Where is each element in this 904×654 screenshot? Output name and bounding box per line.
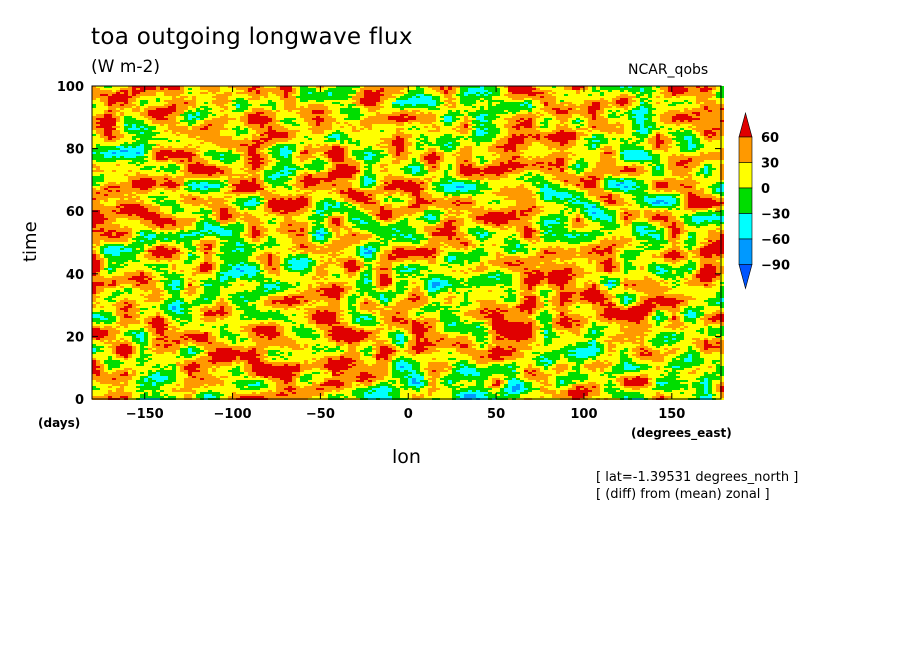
x-tick-label: −50 bbox=[306, 407, 335, 422]
plot-frame bbox=[91, 85, 722, 400]
x-tick-label: 50 bbox=[487, 407, 505, 422]
x-axis-units: (degrees_east) bbox=[631, 426, 732, 440]
colorbar: 60 30 0 −30 −60 −90 bbox=[738, 111, 790, 290]
colorbar-level-label: −30 bbox=[761, 208, 790, 223]
y-axis-units: (days) bbox=[38, 416, 80, 430]
hovmoller-field bbox=[92, 86, 724, 400]
colorbar-level-label: 30 bbox=[761, 157, 779, 172]
dataset-label: NCAR_qobs bbox=[628, 62, 708, 78]
colorbar-level-label: −60 bbox=[761, 233, 790, 248]
x-tick-label: 100 bbox=[570, 407, 597, 422]
colorbar-band bbox=[738, 238, 753, 265]
annotation-latitude: [ lat=-1.39531 degrees_north ] bbox=[596, 470, 798, 485]
y-tick-label: 80 bbox=[66, 143, 84, 158]
y-tick-label: 100 bbox=[57, 80, 84, 95]
annotation-diff: [ (diff) from (mean) zonal ] bbox=[596, 487, 770, 502]
x-tick-label: −150 bbox=[126, 407, 164, 422]
colorbar-band bbox=[738, 162, 753, 189]
colorbar-band bbox=[738, 136, 753, 163]
x-tick-label: 0 bbox=[404, 407, 413, 422]
x-tick-label: 150 bbox=[658, 407, 685, 422]
y-axis-ticks: 0 20 40 60 80 100 bbox=[57, 80, 721, 408]
chart-title: toa outgoing longwave flux bbox=[91, 24, 413, 50]
colorbar-level-label: 60 bbox=[761, 131, 779, 146]
colorbar-band bbox=[738, 213, 753, 240]
colorbar-level-label: 0 bbox=[761, 182, 770, 197]
x-axis-ticks: −150 −100 −50 0 50 100 150 bbox=[126, 86, 685, 422]
colorbar-top-arrow bbox=[738, 111, 753, 138]
y-tick-label: 40 bbox=[66, 268, 84, 283]
colorbar-bottom-arrow bbox=[738, 264, 753, 290]
colorbar-level-label: −90 bbox=[761, 259, 790, 274]
colorbar-band bbox=[738, 187, 753, 214]
y-tick-label: 0 bbox=[75, 393, 84, 408]
x-tick-label: −100 bbox=[214, 407, 252, 422]
chart-units: (W m-2) bbox=[91, 57, 160, 77]
y-tick-label: 60 bbox=[66, 205, 84, 220]
x-axis-label: lon bbox=[392, 446, 421, 468]
y-tick-label: 20 bbox=[66, 330, 84, 345]
